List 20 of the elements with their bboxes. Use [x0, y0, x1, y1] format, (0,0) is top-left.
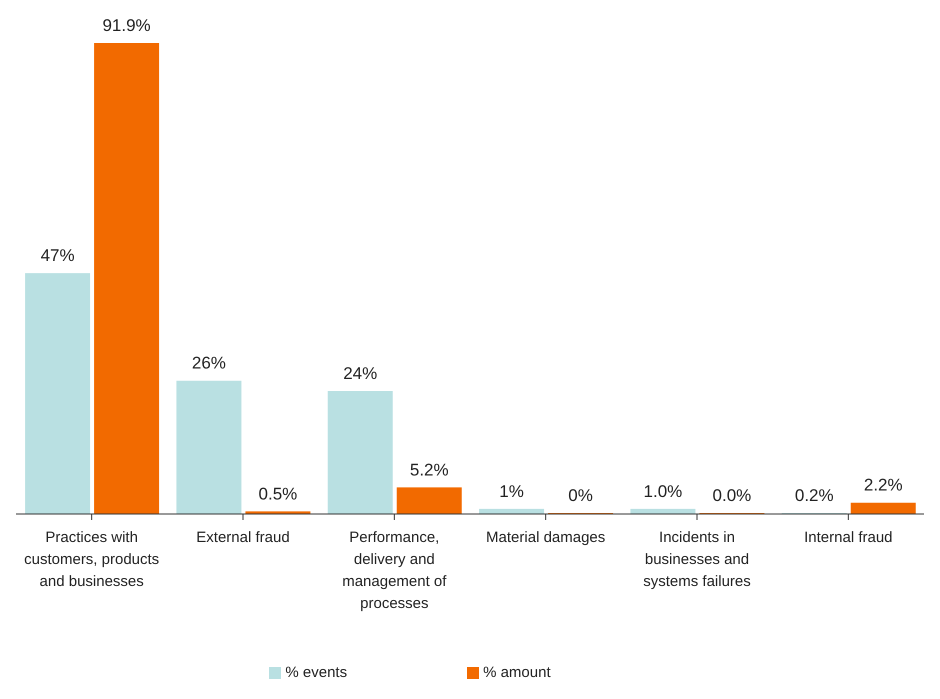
data-label: 1.0%	[644, 482, 682, 501]
x-tick-label: Material damages	[486, 529, 606, 546]
x-tick-label: Performance, delivery and management of processes	[342, 529, 448, 612]
data-label: 0%	[568, 486, 593, 505]
data-label: 47%	[40, 246, 75, 266]
data-label: 2.2%	[864, 476, 903, 495]
legend-label: % amount	[483, 664, 551, 681]
x-tick-label: Incidents in businesses and systems failures	[643, 529, 751, 590]
data-label: 0.5%	[258, 484, 298, 504]
data-label: 24%	[343, 364, 378, 383]
x-tick-label: Internal fraud	[804, 529, 893, 546]
data-label: 0.0%	[712, 486, 752, 505]
data-label: 0.2%	[794, 486, 834, 505]
x-tick-label: External fraud	[196, 529, 290, 546]
x-tick-label: Practices with customers, products and businesses	[24, 529, 160, 590]
data-label: 5.2%	[410, 460, 449, 480]
data-label: 91.9%	[102, 16, 151, 35]
legend-label: % events	[285, 664, 348, 681]
data-label: 1%	[499, 482, 524, 501]
data-label: 26%	[192, 354, 226, 373]
